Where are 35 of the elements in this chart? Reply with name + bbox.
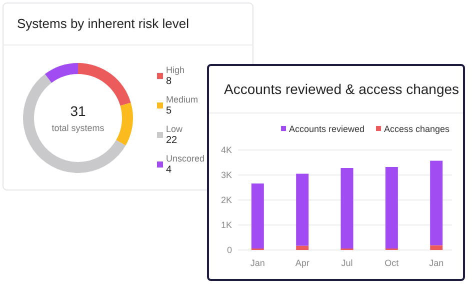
y-tick-label: 0 (226, 245, 232, 255)
data-label: 5 (166, 106, 172, 116)
legend-label: High (166, 65, 185, 75)
bar (430, 245, 443, 250)
donut-slice (116, 102, 133, 146)
text: total systems (52, 123, 105, 133)
chart-title: Systems by inherent risk level (17, 16, 190, 31)
y-tick-label: 2K (220, 195, 232, 205)
legend-label: Accounts reviewed (289, 124, 365, 134)
y-tick-label: 3K (220, 170, 232, 180)
data-label: 8 (166, 76, 172, 87)
text: 31 (70, 103, 86, 119)
x-tick-label: Jan (429, 258, 444, 268)
x-tick-label: Oct (384, 258, 400, 268)
legend-label: Medium (166, 94, 198, 104)
data-label: 4 (166, 164, 172, 176)
donut-slice (44, 63, 78, 83)
data-label: 22 (166, 135, 178, 146)
bar (340, 168, 354, 248)
chart-title: Accounts reviewed & access changes (224, 81, 460, 97)
x-tick-label: Apr (295, 258, 310, 268)
x-tick-label: Jul (341, 258, 353, 268)
bar (430, 160, 443, 246)
bar (296, 174, 309, 246)
donut-slice (78, 63, 131, 106)
legend-label: Access changes (384, 124, 450, 134)
y-tick-label: 4K (220, 145, 232, 155)
x-tick-label: Jan (250, 258, 265, 268)
bar (385, 167, 398, 248)
y-tick-label: 1K (220, 220, 232, 230)
donut-slice (23, 74, 126, 173)
bar (251, 184, 264, 248)
legend-label: Unscored (166, 154, 205, 164)
legend-label: Low (166, 124, 184, 134)
bar (296, 246, 309, 250)
